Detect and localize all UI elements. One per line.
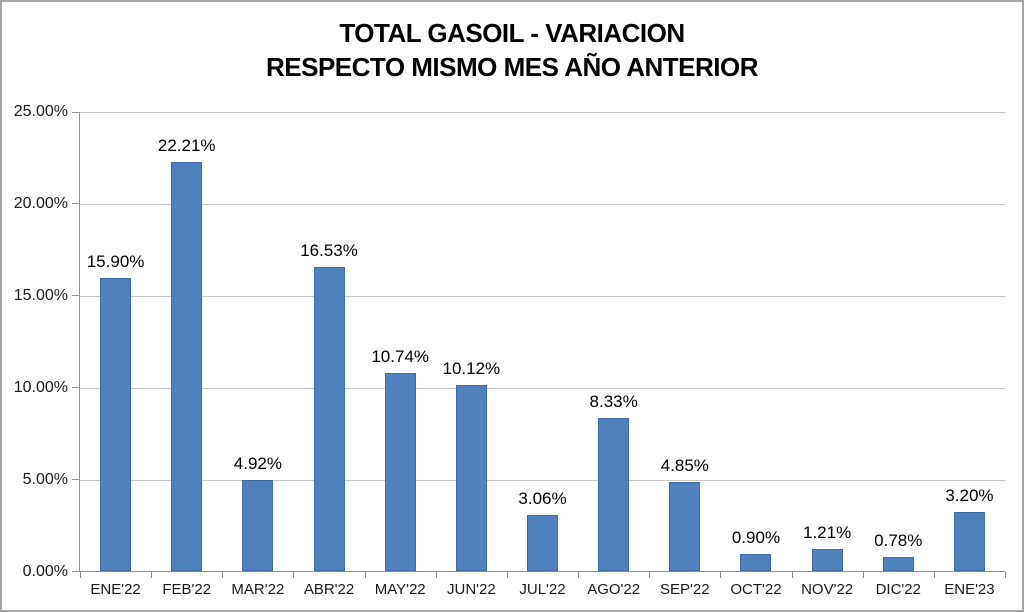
bar-oct22 xyxy=(740,554,771,571)
x-axis-category-label: SEP'22 xyxy=(660,581,710,598)
plot-area: 0.00% 5.00% 10.00% 15.00% 20.00% 25.00% 15.90%… xyxy=(14,103,1006,598)
gridline xyxy=(80,388,1005,389)
y-axis-tick-label: 20.00% xyxy=(13,195,68,212)
bar-ago22 xyxy=(598,418,629,571)
gridline xyxy=(80,480,1005,481)
x-axis-tick xyxy=(792,572,793,578)
x-axis-tick xyxy=(293,572,294,578)
y-axis-tick xyxy=(72,479,79,480)
chart-title: TOTAL GASOIL - VARIACION RESPECTO MISMO … xyxy=(2,16,1022,84)
bar-value-label: 1.21% xyxy=(803,523,852,542)
x-axis-category-label: JUN'22 xyxy=(446,581,496,598)
bar-nov22 xyxy=(812,549,843,571)
y-axis-tick xyxy=(72,387,79,388)
bar-value-label: 8.33% xyxy=(589,392,638,411)
gridline xyxy=(80,112,1005,113)
x-axis-tick xyxy=(1005,572,1006,578)
bar-may22 xyxy=(385,373,416,571)
x-axis-category-label: JUL'22 xyxy=(519,581,566,598)
bar-value-label: 22.21% xyxy=(157,136,216,155)
bar-value-label: 0.78% xyxy=(874,531,923,550)
y-axis-tick xyxy=(72,112,79,113)
x-axis xyxy=(79,571,1005,572)
bar-value-label: 3.06% xyxy=(518,489,567,508)
y-axis-tick-label: 10.00% xyxy=(13,379,68,396)
bar-value-label: 4.92% xyxy=(233,454,282,473)
gridline xyxy=(80,204,1005,205)
x-axis-tick xyxy=(80,572,81,578)
bar-jun22 xyxy=(456,385,487,571)
x-axis-tick xyxy=(365,572,366,578)
x-axis-tick xyxy=(720,572,721,578)
y-axis-tick xyxy=(72,295,79,296)
bar-ene23 xyxy=(954,512,985,571)
x-axis-tick xyxy=(436,572,437,578)
x-axis-category-label: DIC'22 xyxy=(875,581,921,598)
x-axis-category-label: ABR'22 xyxy=(303,581,355,598)
x-axis-tick xyxy=(507,572,508,578)
bar-ene22 xyxy=(100,278,131,571)
x-axis-category-label: NOV'22 xyxy=(801,581,854,598)
bar-value-label: 4.85% xyxy=(660,456,709,475)
x-axis-category-label: ENE'23 xyxy=(944,581,995,598)
x-axis-category-label: OCT'22 xyxy=(730,581,782,598)
y-axis-tick xyxy=(72,571,79,572)
x-axis-category-label: FEB'22 xyxy=(162,581,212,598)
x-axis-tick xyxy=(222,572,223,578)
bar-abr22 xyxy=(314,267,345,571)
y-axis-tick-label: 5.00% xyxy=(22,471,68,488)
y-axis-tick-label: 15.00% xyxy=(13,287,68,304)
x-axis-category-label: ENE'22 xyxy=(90,581,141,598)
y-axis-tick xyxy=(72,203,79,204)
chart-title-line-2: RESPECTO MISMO MES AÑO ANTERIOR xyxy=(265,52,759,82)
bar-value-label: 10.74% xyxy=(371,347,430,366)
bar-value-label: 10.12% xyxy=(442,359,501,378)
bar-value-label: 15.90% xyxy=(86,252,145,271)
bar-value-label: 16.53% xyxy=(300,241,358,260)
x-axis-tick xyxy=(578,572,579,578)
bar-value-label: 0.90% xyxy=(731,528,781,547)
bar-value-label: 3.20% xyxy=(945,486,994,505)
x-axis-tick xyxy=(649,572,650,578)
bar-mar22 xyxy=(242,480,273,571)
x-axis-category-label: MAR'22 xyxy=(231,581,285,598)
y-axis-tick-label: 0.00% xyxy=(22,563,68,580)
x-axis-tick xyxy=(863,572,864,578)
x-axis-category-label: AGO'22 xyxy=(587,581,641,598)
bar-feb22 xyxy=(171,162,202,571)
x-axis-category-label: MAY'22 xyxy=(374,581,426,598)
x-axis-tick xyxy=(934,572,935,578)
bar-sep22 xyxy=(669,482,700,571)
y-axis-tick-label: 25.00% xyxy=(13,103,68,120)
x-axis-tick xyxy=(151,572,152,578)
bar-dic22 xyxy=(883,557,914,571)
gridline xyxy=(80,296,1005,297)
chart-title-line-1: TOTAL GASOIL - VARIACION xyxy=(339,18,685,48)
bar-jul22 xyxy=(527,515,558,571)
y-axis xyxy=(79,112,80,572)
